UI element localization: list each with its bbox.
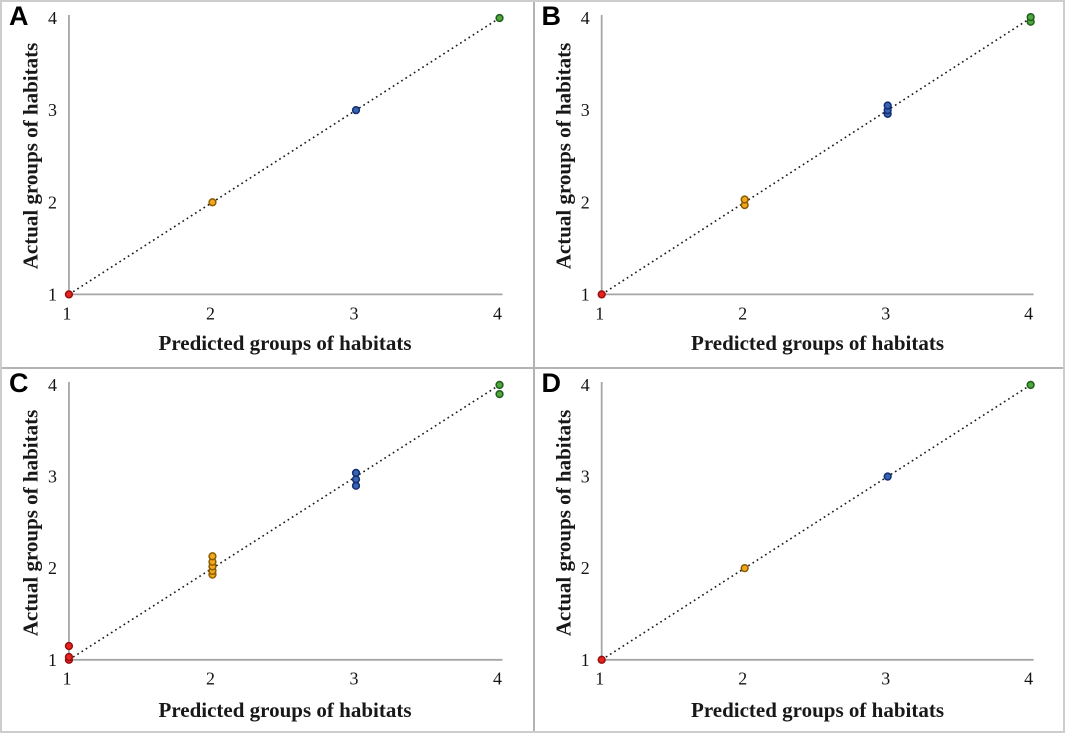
x-tick-label: 3 [881, 668, 890, 688]
panel-c-letter: C [9, 367, 29, 398]
data-point-group-4 [1026, 12, 1035, 22]
panel-b-y-axis-title: Actual groups of habitats [551, 42, 575, 270]
data-point-group-2 [740, 563, 749, 572]
data-point-group-1 [597, 655, 606, 664]
x-tick-label: 4 [1024, 668, 1033, 688]
data-point-group-4 [1026, 380, 1035, 389]
x-tick-label: 3 [881, 303, 890, 323]
panel-a-y-axis-title: Actual groups of habitats [18, 42, 43, 270]
y-tick-label: 2 [48, 192, 57, 212]
y-tick-label: 1 [48, 284, 57, 304]
data-point-group-3 [883, 471, 892, 481]
identity-line [68, 383, 500, 660]
data-point-group-3 [351, 105, 361, 115]
data-point-group-2 [208, 551, 217, 560]
identity-line [68, 17, 500, 296]
y-tick-label: 4 [580, 8, 589, 28]
y-tick-label: 4 [48, 374, 57, 394]
x-tick-label: 3 [350, 668, 359, 688]
data-point-group-2 [208, 198, 217, 207]
y-tick-label: 4 [580, 374, 589, 394]
panel-c-plot: 1 2 3 4 1 2 3 4 [48, 374, 504, 688]
y-tick-label: 3 [48, 100, 57, 120]
x-tick-label: 4 [1024, 303, 1033, 323]
y-tick-label: 2 [580, 558, 589, 578]
y-tick-label: 3 [580, 100, 589, 120]
panel-b: 1 2 3 4 1 2 3 4 B Actual groups of habitats Pre… [532, 2, 1063, 367]
panel-a-x-axis-title: Predicted groups of habitats [158, 331, 412, 355]
panel-c-x-axis-title: Predicted groups of habitats [158, 697, 412, 722]
panel-d-plot: 1 2 3 4 1 2 3 4 [580, 374, 1035, 688]
data-point-group-4 [495, 13, 504, 23]
panel-b-x-axis-title: Predicted groups of habitats [691, 331, 944, 355]
panel-d-letter: D [541, 367, 562, 398]
identity-line [600, 383, 1031, 660]
panel-a: 1 2 3 4 1 2 3 4 A Actual groups of habitats Pre… [2, 2, 533, 367]
y-tick-label: 3 [580, 466, 589, 486]
panel-c-y-axis-title: Actual groups of habitats [18, 409, 43, 636]
y-tick-label: 3 [48, 466, 57, 486]
x-tick-label: 3 [350, 303, 359, 323]
panel-b-plot: 1 2 3 4 1 2 3 4 [580, 8, 1035, 323]
y-tick-label: 1 [48, 649, 57, 669]
data-point-group-4 [495, 389, 504, 398]
data-point-group-1 [64, 290, 74, 299]
y-tick-label: 1 [580, 649, 589, 669]
identity-line [600, 17, 1031, 296]
panel-a-letter: A [9, 2, 29, 31]
x-tick-label: 2 [206, 668, 215, 688]
x-tick-label: 1 [595, 668, 604, 688]
y-tick-label: 1 [580, 284, 589, 304]
panel-a-plot: 1 2 3 4 1 2 3 4 [48, 8, 504, 323]
y-tick-label: 4 [48, 8, 57, 28]
x-tick-label: 1 [595, 303, 604, 323]
data-point-group-3 [351, 468, 361, 477]
panel-b-letter: B [541, 2, 562, 31]
y-tick-label: 2 [580, 192, 589, 212]
x-tick-label: 1 [62, 668, 71, 688]
x-tick-label: 1 [62, 303, 71, 323]
panel-d: 1 2 3 4 1 2 3 4 D Actual groups of habitats Pre… [532, 366, 1063, 731]
data-point-group-1 [64, 641, 74, 650]
x-tick-label: 4 [493, 303, 502, 323]
data-point-group-1 [597, 290, 606, 299]
data-point-group-1 [64, 652, 74, 661]
data-point-group-3 [883, 101, 892, 110]
data-point-group-4 [495, 380, 504, 389]
panel-c: 1 2 3 4 1 2 3 4 C Actual groups of habitats Pre… [2, 366, 533, 731]
x-tick-label: 4 [493, 668, 502, 688]
x-tick-label: 2 [738, 303, 747, 323]
x-tick-label: 2 [738, 668, 747, 688]
x-tick-label: 2 [206, 303, 215, 323]
y-tick-label: 2 [48, 558, 57, 578]
data-point-group-2 [740, 195, 749, 204]
panel-d-x-axis-title: Predicted groups of habitats [691, 697, 944, 722]
panel-d-y-axis-title: Actual groups of habitats [551, 409, 575, 636]
